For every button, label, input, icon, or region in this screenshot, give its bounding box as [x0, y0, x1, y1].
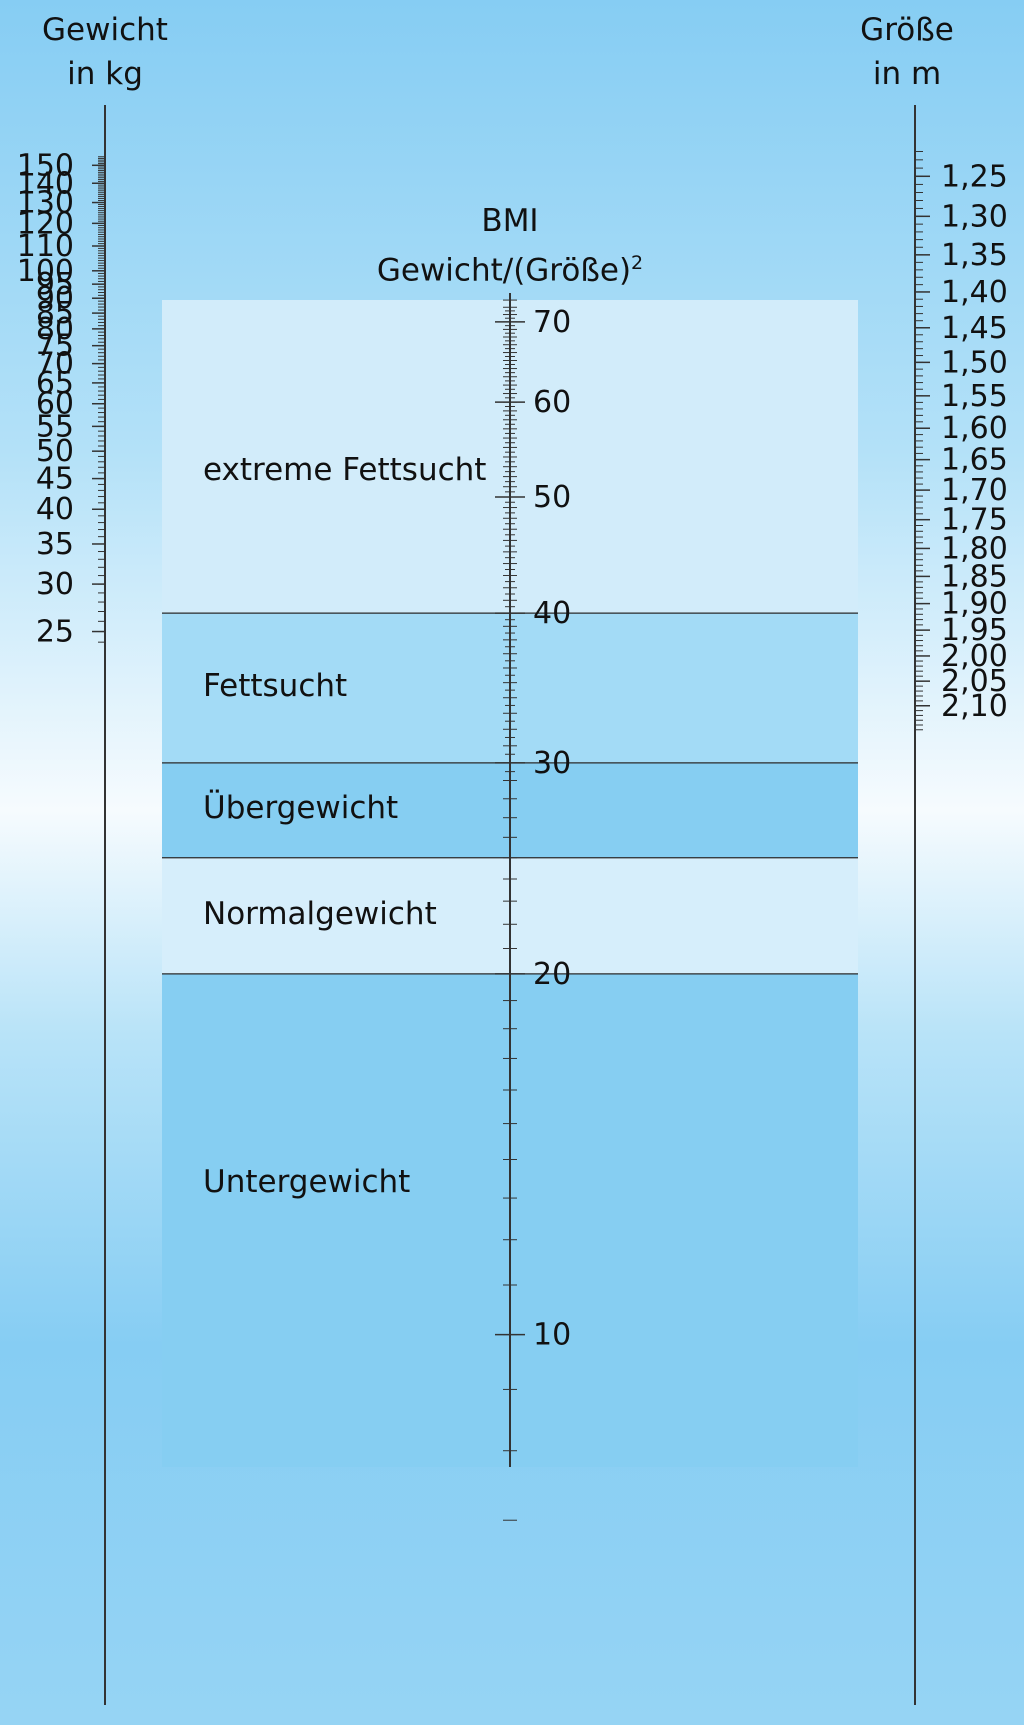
weight-tick-label: 80 — [36, 312, 74, 347]
weight-tick-label: 50 — [36, 434, 74, 469]
weight-tick-label: 60 — [36, 387, 74, 422]
height-tick-label: 1,40 — [941, 275, 1008, 310]
weight-tick-label: 130 — [17, 186, 74, 221]
height-tick-label: 1,50 — [941, 345, 1008, 380]
weight-minor-ticks — [98, 156, 105, 643]
bmi-ticks: 70 60 50 40 30 20 10 — [495, 305, 571, 1353]
bmi-axis-title-line1: BMI — [481, 203, 539, 239]
weight-tick-label: 35 — [36, 527, 74, 562]
height-tick-label: 1,90 — [941, 587, 1008, 622]
zone-label-overweight: Übergewicht — [203, 790, 399, 827]
weight-tick-label: 140 — [17, 166, 74, 201]
bmi-formula: Gewicht/(Größe) — [376, 252, 632, 289]
weight-tick-label: 65 — [36, 366, 74, 401]
weight-tick-label: 40 — [36, 492, 74, 527]
height-tick-label: 1,35 — [941, 238, 1008, 273]
weight-tick-label: 90 — [36, 281, 74, 316]
bmi-tick-label: 60 — [533, 385, 571, 420]
zone-label-underweight: Untergewicht — [203, 1163, 411, 1200]
bmi-axis-title: BMI Gewicht/(Größe)2 — [310, 200, 710, 291]
bmi-tick-label: 70 — [533, 305, 571, 340]
weight-tick-label: 55 — [36, 409, 74, 444]
height-tick-label: 1,55 — [941, 379, 1008, 414]
weight-tick-label: 70 — [36, 347, 74, 382]
bmi-tick-label: 10 — [533, 1318, 571, 1353]
height-tick-label: 1,75 — [941, 503, 1008, 538]
height-tick-label: 1,70 — [941, 473, 1008, 508]
weight-tick-label: 30 — [36, 567, 74, 602]
height-tick-label: 1,80 — [941, 531, 1008, 566]
height-axis-title-line1: Größe — [860, 12, 954, 48]
height-tick-label: 1,95 — [941, 613, 1008, 648]
zone-label-extreme-obesity: extreme Fettsucht — [203, 452, 487, 489]
weight-axis-title-line1: Gewicht — [42, 12, 168, 48]
height-tick-label: 2,10 — [941, 689, 1008, 724]
height-minor-ticks — [915, 151, 923, 731]
weight-tick-label: 120 — [17, 206, 74, 241]
weight-axis-title: Gewicht in kg — [5, 8, 205, 96]
bmi-formula-superscript: 2 — [631, 252, 644, 274]
height-ticks: 1,25 1,30 1,351,401,451,501,551,601,651,70… — [915, 159, 1008, 724]
weight-tick-label: 45 — [36, 462, 74, 497]
weight-tick-label: 85 — [36, 296, 74, 331]
bmi-tick-label: 30 — [533, 746, 571, 781]
height-tick-label: 1,65 — [941, 443, 1008, 478]
weight-tick-label: 100 — [17, 254, 74, 289]
weight-ticks: 1501401301201101009590858075706560555045… — [17, 148, 105, 650]
weight-axis-title-line2: in kg — [67, 56, 143, 92]
zone-label-obesity: Fettsucht — [203, 668, 348, 704]
height-tick-label: 1,85 — [941, 559, 1008, 594]
height-tick-label: 1,45 — [941, 311, 1008, 346]
weight-tick-label: 25 — [36, 615, 74, 650]
height-tick-label: 2,00 — [941, 639, 1008, 674]
weight-tick-label: 75 — [36, 329, 74, 364]
height-tick-label: 1,60 — [941, 411, 1008, 446]
bmi-tick-label: 40 — [533, 596, 571, 631]
height-tick-label: 1,30 — [941, 199, 1008, 234]
weight-tick-label: 150 — [17, 148, 74, 183]
bmi-tick-label: 50 — [533, 480, 571, 515]
height-tick-label: 2,05 — [941, 664, 1008, 699]
bmi-tick-label: 20 — [533, 957, 571, 992]
weight-tick-label: 95 — [36, 267, 74, 302]
weight-tick-label: 110 — [17, 229, 74, 264]
height-axis-title-line2: in m — [872, 56, 942, 92]
zone-label-normal-weight: Normalgewicht — [203, 895, 437, 932]
height-axis-title: Größe in m — [807, 8, 1007, 96]
bmi-axis-title-line2: Gewicht/(Größe)2 — [310, 242, 710, 291]
height-tick-label: 1,25 — [941, 159, 1008, 194]
